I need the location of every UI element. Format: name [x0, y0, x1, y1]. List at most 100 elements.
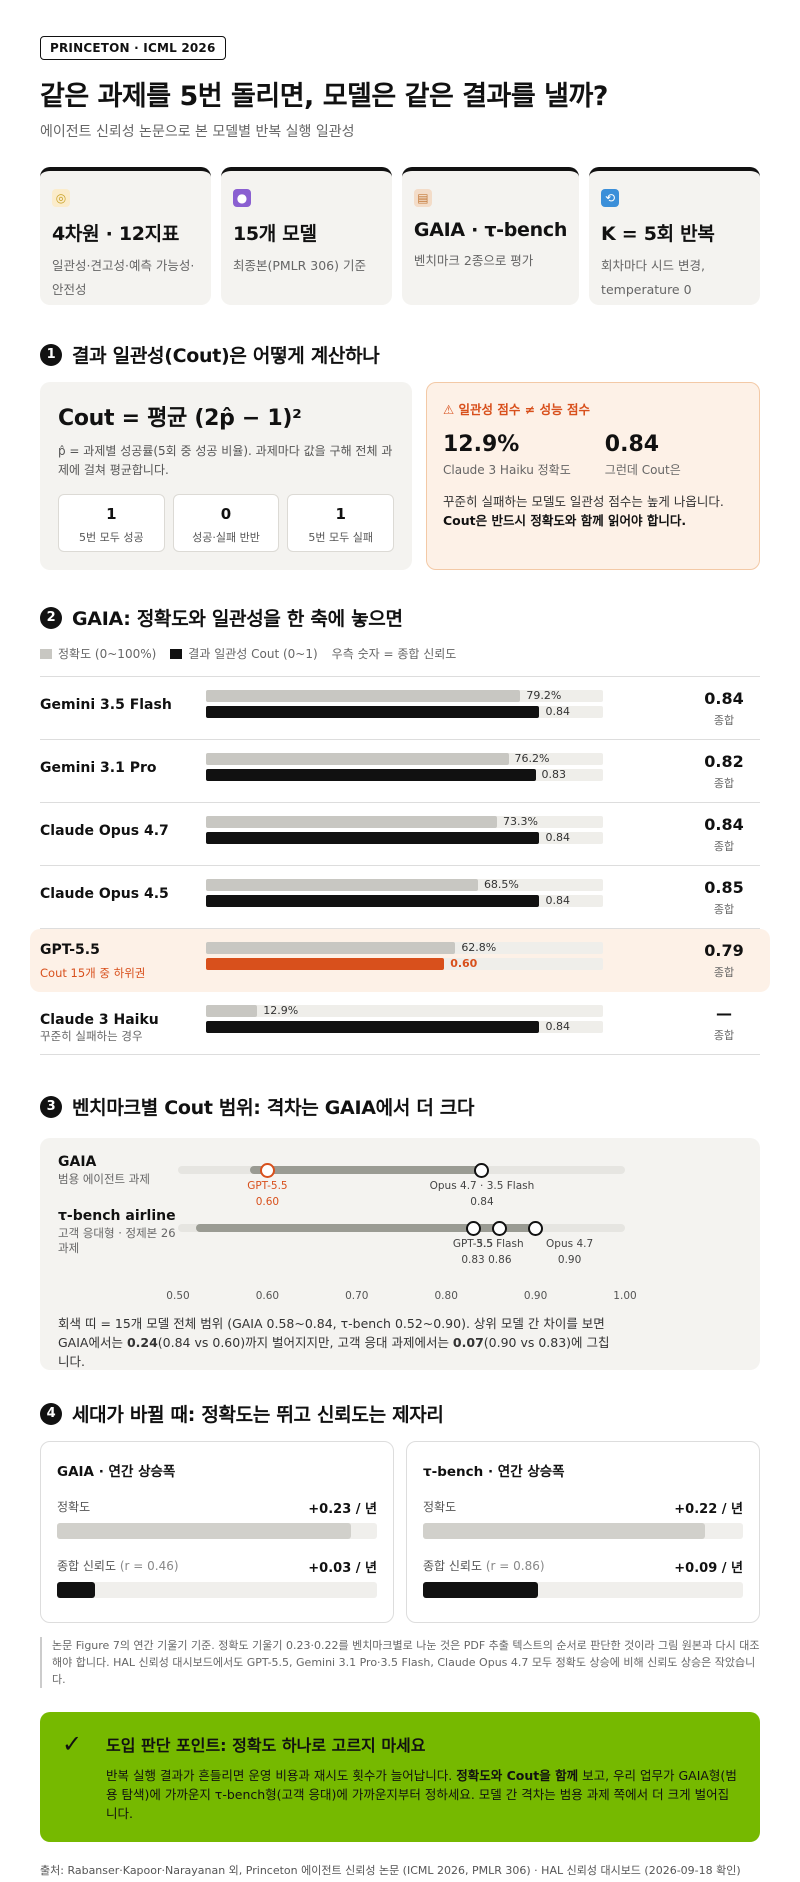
target-icon: ◎ — [52, 189, 70, 207]
model-name: Gemini 3.5 Flash — [40, 697, 172, 713]
source-citation: 출처: Rabanser·Kapoor·Narayanan 외, Princet… — [40, 1864, 741, 1877]
stat-title: 4차원 · 12지표 — [52, 223, 180, 245]
formula-card: Cout = 평균 (2p̂ − 1)² p̂ = 과제별 성공률(5회 중 성… — [40, 382, 412, 570]
trend-rel-label: 종합 신뢰도 (r = 0.46) — [57, 1557, 179, 1576]
score-label: 종합 — [713, 777, 735, 790]
clipboard-icon: ▤ — [413, 189, 432, 207]
benchmark-name-tau: τ-bench airline — [58, 1208, 176, 1224]
chart-row: Gemini 3.5 Flash 79.2% 0.84 0.84 종합 — [40, 677, 760, 740]
accuracy-track: 79.2% — [206, 689, 603, 702]
rel-label-text: 종합 신뢰도 — [423, 1559, 483, 1573]
section-number: 2 — [40, 606, 62, 629]
example-half: 0 성공·실패 반반 — [172, 494, 280, 552]
note-text: (0.84 vs 0.60)까지 벌어지지만, 고객 응대 과제에서는 — [157, 1335, 453, 1350]
reliability-score: 0.84 종합 — [688, 815, 760, 854]
score-label: 종합 — [713, 966, 735, 979]
example-value: 1 — [335, 505, 346, 523]
accuracy-track: 73.3% — [206, 815, 603, 828]
range-track — [178, 1220, 625, 1236]
score-value: 0.84 — [704, 689, 744, 708]
point-value: 0.60 — [255, 1196, 280, 1208]
stat-desc: 벤치마크 2종으로 평가 — [413, 253, 534, 268]
legend-note: 우측 숫자 = 종합 신뢰도 — [331, 647, 457, 661]
warning-title: ⚠ 일관성 점수 ≠ 성능 점수 — [443, 402, 590, 417]
decision-callout: ✓ 도입 판단 포인트: 정확도 하나로 고르지 마세요 반복 실행 결과가 흔… — [40, 1712, 760, 1842]
example-value: 1 — [106, 505, 117, 523]
trend-acc-value: +0.23 / 년 — [308, 1502, 377, 1517]
cout-label: 0.60 — [450, 957, 478, 970]
axis-tick-label: 0.70 — [345, 1290, 369, 1302]
model-name: Claude 3 Haiku — [40, 1012, 159, 1028]
legend-swatch — [40, 648, 52, 659]
chart-row: Gemini 3.1 Pro 76.2% 0.83 0.82 종합 — [40, 740, 760, 803]
rel-correlation: (r = 0.86) — [485, 1559, 545, 1573]
accuracy-label: 68.5% — [483, 878, 519, 891]
callout-text-part: 보고, 우리 업무가 GAIA형(범용 탐색)에 가까운지 τ-bench형(고… — [106, 1768, 737, 1821]
chart-row: Claude 3 Haiku 꾸준히 실패하는 경우 12.9% 0.84 — 종합 — [40, 992, 760, 1055]
stat-value: 12.9% — [443, 432, 520, 457]
cout-label: 0.83 — [541, 768, 567, 781]
section-benchmark-range: 3 벤치마크별 Cout 범위: 격차는 GAIA에서 더 크다 GAIA 범용… — [40, 1093, 760, 1370]
reliability-score: 0.82 종합 — [688, 752, 760, 791]
accuracy-label: 62.8% — [461, 941, 497, 954]
point-model: GPT-5.5 — [452, 1238, 494, 1250]
point-label: 3.5 Flash 0.86 — [476, 1236, 524, 1268]
section-gaia-chart: 2 GAIA: 정확도와 일관성을 한 축에 놓으면 정확도 (0~100%) … — [30, 604, 770, 1055]
section-number: 3 — [40, 1095, 62, 1118]
chart-legend: 정확도 (0~100%) 결과 일관성 Cout (0~1) 우측 숫자 = 종… — [40, 645, 760, 662]
formula-note: p̂ = 과제별 성공률(5회 중 성공 비율). 과제마다 값을 구해 전체 … — [58, 444, 393, 477]
cout-track: 0.84 — [206, 894, 603, 907]
trend-rel-fill — [57, 1582, 96, 1598]
section-cout-formula: 1 결과 일관성(Cout)은 어떻게 계산하나 Cout = 평균 (2p̂ … — [40, 341, 760, 570]
cout-bar — [206, 895, 540, 907]
axis-tick-label: 0.50 — [166, 1290, 190, 1302]
point-label: GPT-5.5 0.60 — [247, 1178, 287, 1210]
reliability-score: 0.79 종합 — [688, 941, 760, 980]
range-note: 회색 띠 = 15개 모델 전체 범위 (GAIA 0.58~0.84, τ-b… — [58, 1314, 618, 1371]
axis-tick-label: 1.00 — [613, 1290, 637, 1302]
callout-text: 반복 실행 결과가 흔들리면 운영 비용과 재시도 횟수가 늘어납니다. 정확도… — [106, 1766, 740, 1823]
benchmark-name-gaia: GAIA — [58, 1154, 97, 1170]
repeat-icon: ⟲ — [601, 189, 620, 207]
cout-label: 0.84 — [545, 705, 570, 718]
example-label: 성공·실패 반반 — [192, 531, 260, 544]
score-label: 종합 — [713, 840, 735, 853]
accuracy-track: 68.5% — [206, 878, 603, 891]
reliability-score: 0.85 종합 — [688, 878, 760, 917]
example-value: 0 — [220, 505, 232, 523]
cout-bar — [206, 706, 540, 718]
stat-card-repeats: ⟲ K = 5회 반복 회차마다 시드 변경, temperature 0 — [589, 167, 760, 305]
cout-track: 0.83 — [206, 768, 603, 781]
reliability-score: 0.84 종합 — [688, 689, 760, 728]
stat-card-benchmarks: ▤ GAIA · τ-bench 벤치마크 2종으로 평가 — [401, 167, 580, 305]
warning-text-bold: Cout은 반드시 정확도와 함께 읽어야 합니다. — [443, 513, 687, 528]
robot-icon: ● — [232, 189, 251, 207]
model-point — [528, 1220, 544, 1236]
example-label: 5번 모두 성공 — [79, 531, 144, 544]
trend-card-title: τ-bench · 연간 상승폭 — [423, 1464, 565, 1480]
cout-bar — [206, 832, 540, 844]
accuracy-label: 73.3% — [503, 815, 538, 828]
model-note: 꾸준히 실패하는 경우 — [40, 1029, 143, 1043]
warning-text-plain: 꾸준히 실패하는 모델도 일관성 점수는 높게 나옵니다. — [443, 494, 724, 509]
trend-acc-fill — [423, 1523, 705, 1539]
benchmark-sub-tau: 고객 응대형 · 정제본 26과제 — [58, 1226, 176, 1255]
point-label: Opus 4.7 0.90 — [546, 1236, 593, 1268]
example-all-fail: 1 5번 모두 실패 — [287, 494, 395, 552]
legend-swatch — [170, 648, 183, 659]
note-bold: 0.07 — [452, 1335, 484, 1350]
callout-text-part: 반복 실행 결과가 흔들리면 운영 비용과 재시도 횟수가 늘어납니다. — [106, 1768, 457, 1783]
check-icon: ✓ — [62, 1730, 83, 1758]
stat-label: Claude 3 Haiku 정확도 — [443, 463, 571, 477]
section-title: 결과 일관성(Cout)은 어떻게 계산하나 — [72, 345, 380, 367]
section-heading: 2 GAIA: 정확도와 일관성을 한 축에 놓으면 — [40, 604, 760, 631]
section-heading: 3 벤치마크별 Cout 범위: 격차는 GAIA에서 더 크다 — [40, 1093, 760, 1120]
trend-card-tau: τ-bench · 연간 상승폭 정확도 +0.22 / 년 종합 신뢰도 (r … — [406, 1441, 760, 1623]
trend-acc-label: 정확도 — [57, 1500, 91, 1514]
rel-label-text: 종합 신뢰도 — [57, 1559, 117, 1573]
cout-track: 0.84 — [206, 705, 603, 718]
haiku-cout: 0.84 그런데 Cout은 — [605, 432, 681, 478]
accuracy-track: 76.2% — [206, 752, 603, 765]
trend-footnote: 논문 Figure 7의 연간 기울기 기준. 정확도 기울기 0.23·0.2… — [40, 1637, 760, 1688]
